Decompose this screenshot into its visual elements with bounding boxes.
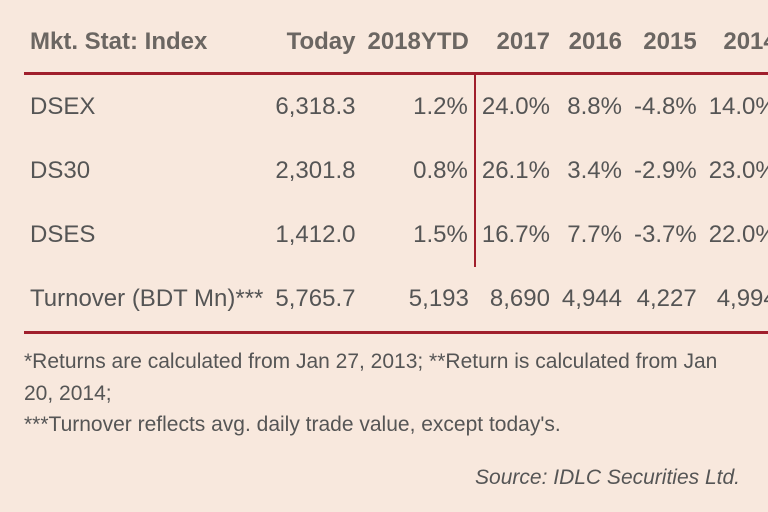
cell-2015: 4,227 bbox=[628, 267, 703, 333]
table-row: DSES 1,412.0 1.5% 16.7% 7.7% -3.7% 22.0% bbox=[24, 203, 768, 267]
cell-2017: 24.0% bbox=[475, 74, 556, 140]
cell-2015: -4.8% bbox=[628, 74, 703, 140]
cell-2015: -3.7% bbox=[628, 203, 703, 267]
cell-2016: 7.7% bbox=[556, 203, 628, 267]
table-row: DS30 2,301.8 0.8% 26.1% 3.4% -2.9% 23.0% bbox=[24, 139, 768, 203]
row-label: Turnover (BDT Mn)*** bbox=[24, 267, 269, 333]
market-stat-table: Mkt. Stat: Index Today 2018YTD 2017 2016… bbox=[24, 18, 768, 334]
cell-ytd: 5,193 bbox=[361, 267, 474, 333]
cell-2014: 23.0% bbox=[703, 139, 768, 203]
table-row: DSEX 6,318.3 1.2% 24.0% 8.8% -4.8% 14.0% bbox=[24, 74, 768, 140]
cell-today: 6,318.3 bbox=[269, 74, 361, 140]
row-label: DSEX bbox=[24, 74, 269, 140]
row-label: DSES bbox=[24, 203, 269, 267]
footnotes: *Returns are calculated from Jan 27, 201… bbox=[24, 346, 744, 441]
cell-ytd: 1.5% bbox=[361, 203, 474, 267]
footnote-line-2: ***Turnover reflects avg. daily trade va… bbox=[24, 409, 744, 441]
cell-ytd: 1.2% bbox=[361, 74, 474, 140]
cell-2017: 26.1% bbox=[475, 139, 556, 203]
cell-2014: 22.0% bbox=[703, 203, 768, 267]
col-header-today: Today bbox=[269, 18, 361, 74]
cell-today: 1,412.0 bbox=[269, 203, 361, 267]
cell-2016: 8.8% bbox=[556, 74, 628, 140]
cell-2017: 16.7% bbox=[475, 203, 556, 267]
cell-2016: 3.4% bbox=[556, 139, 628, 203]
cell-2016: 4,944 bbox=[556, 267, 628, 333]
col-header-2014: 2014 bbox=[703, 18, 768, 74]
col-header-index: Mkt. Stat: Index bbox=[24, 18, 269, 74]
col-header-2015: 2015 bbox=[628, 18, 703, 74]
table-header-row: Mkt. Stat: Index Today 2018YTD 2017 2016… bbox=[24, 18, 768, 74]
cell-2014: 4,994 bbox=[703, 267, 768, 333]
source-attribution: Source: IDLC Securities Ltd. bbox=[475, 466, 740, 490]
footnote-line-1: *Returns are calculated from Jan 27, 201… bbox=[24, 346, 744, 409]
cell-2015: -2.9% bbox=[628, 139, 703, 203]
table-row: Turnover (BDT Mn)*** 5,765.7 5,193 8,690… bbox=[24, 267, 768, 333]
col-header-2017: 2017 bbox=[475, 18, 556, 74]
cell-2017: 8,690 bbox=[475, 267, 556, 333]
row-label: DS30 bbox=[24, 139, 269, 203]
cell-today: 2,301.8 bbox=[269, 139, 361, 203]
col-header-2018ytd: 2018YTD bbox=[361, 18, 474, 74]
cell-today: 5,765.7 bbox=[269, 267, 361, 333]
col-header-2016: 2016 bbox=[556, 18, 628, 74]
cell-2014: 14.0% bbox=[703, 74, 768, 140]
cell-ytd: 0.8% bbox=[361, 139, 474, 203]
